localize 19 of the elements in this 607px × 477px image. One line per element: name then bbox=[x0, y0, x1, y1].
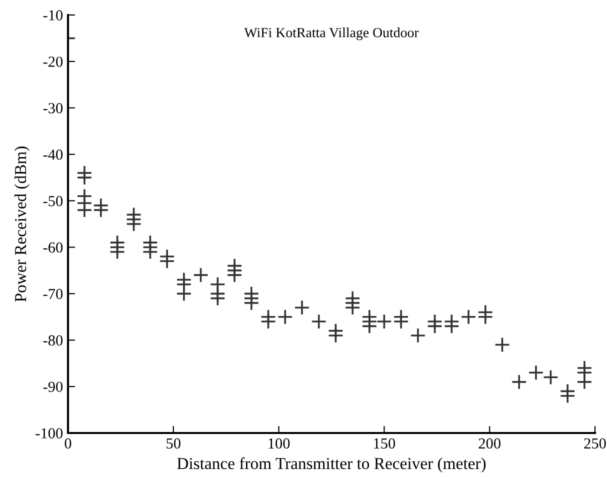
x-tick-label: 250 bbox=[584, 438, 606, 449]
x-tick-label: 0 bbox=[64, 438, 72, 449]
y-tick-label: -30 bbox=[43, 103, 63, 114]
x-tick-label: 50 bbox=[166, 438, 180, 449]
x-tick-label: 200 bbox=[478, 438, 500, 449]
x-tick-label: 100 bbox=[268, 438, 290, 449]
y-tick-label: -40 bbox=[43, 149, 63, 160]
y-axis-title: Power Received (dBm) bbox=[14, 146, 30, 302]
y-tick-label: -60 bbox=[43, 242, 63, 253]
y-tick-label: -70 bbox=[43, 288, 63, 300]
text: WiFi KotRatta Village Outdoor bbox=[244, 28, 419, 40]
x-axis-title: Distance from Transmitter to Receiver (meter) bbox=[177, 457, 486, 473]
y-tick-label: -50 bbox=[43, 196, 63, 206]
y-tick-label: -90 bbox=[43, 382, 63, 392]
y-tick-label: -100 bbox=[36, 428, 63, 438]
y-tick-label: -20 bbox=[43, 56, 63, 67]
x-tick-label: 150 bbox=[374, 438, 396, 449]
y-tick-label: -10 bbox=[43, 10, 63, 20]
y-tick-label: -80 bbox=[43, 335, 63, 346]
